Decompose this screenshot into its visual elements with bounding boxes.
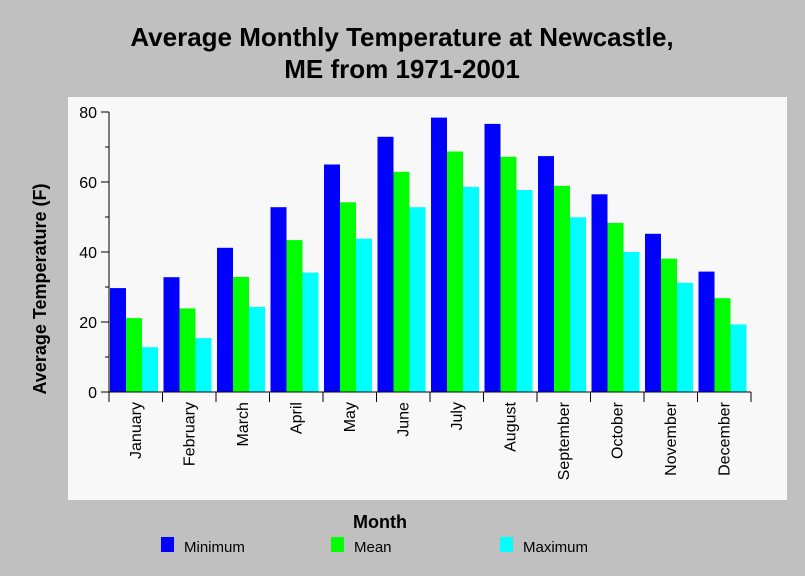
y-tick-label: 80 — [79, 105, 97, 122]
bar-mean-september — [554, 185, 570, 392]
x-tick-label-july: July — [449, 402, 466, 430]
x-axis-title: Month — [353, 512, 407, 532]
bar-minimum-september — [538, 156, 554, 392]
bar-minimum-may — [324, 164, 340, 392]
bar-mean-august — [500, 156, 517, 392]
bar-mean-october — [607, 222, 624, 392]
bar-minimum-august — [484, 123, 501, 393]
bar-maximum-february — [195, 338, 212, 392]
axes-group: 0 20 40 60 80 January February March April May Jun… — [79, 105, 752, 480]
x-tick-label-november: November — [663, 401, 680, 475]
bar-minimum-december — [698, 271, 715, 392]
legend-swatch-maximum — [500, 537, 513, 552]
bar-mean-december — [714, 298, 731, 392]
bar-minimum-june — [377, 136, 394, 392]
y-tick-label: 40 — [79, 245, 97, 262]
bar-maximum-january — [142, 347, 158, 392]
bar-maximum-august — [516, 190, 533, 392]
bar-maximum-november — [677, 282, 693, 392]
x-tick-label-may: May — [342, 402, 359, 432]
y-axis-title: Average Temperature (F) — [30, 183, 50, 394]
bar-mean-july — [447, 151, 463, 392]
x-tick-label-january: January — [128, 402, 145, 459]
bar-maximum-june — [409, 207, 426, 392]
bar-maximum-october — [623, 252, 640, 392]
bar-minimum-march — [217, 247, 233, 392]
legend-label-maximum: Maximum — [523, 539, 588, 556]
bar-minimum-february — [163, 277, 180, 392]
bars-group — [110, 117, 747, 393]
y-tick-label: 0 — [88, 385, 97, 402]
bar-maximum-march — [249, 306, 265, 392]
bar-maximum-july — [463, 186, 479, 392]
legend-label-mean: Mean — [354, 539, 392, 556]
bar-mean-may — [340, 202, 356, 392]
bar-mean-march — [233, 276, 249, 392]
bar-maximum-september — [570, 217, 586, 392]
chart-title-line-2: ME from 1971-2001 — [284, 54, 520, 84]
x-tick-label-august: August — [502, 401, 519, 451]
bar-maximum-april — [302, 272, 319, 392]
x-tick-label-december: December — [716, 401, 733, 475]
legend-swatch-minimum — [161, 537, 174, 552]
x-tick-label-september: September — [556, 401, 573, 480]
legend: Minimum Mean Maximum — [161, 537, 588, 556]
bar-mean-june — [393, 171, 410, 392]
bar-mean-november — [661, 258, 677, 392]
legend-swatch-mean — [331, 537, 344, 552]
bar-minimum-january — [110, 288, 126, 392]
bar-mean-april — [286, 240, 303, 392]
bar-maximum-may — [356, 238, 372, 392]
x-tick-label-february: February — [181, 402, 198, 466]
y-tick-label: 20 — [79, 315, 97, 332]
x-tick-label-march: March — [235, 402, 252, 446]
x-tick-label-october: October — [609, 401, 626, 459]
x-tick-label-june: June — [395, 402, 412, 437]
x-tick-label-april: April — [288, 402, 305, 434]
y-tick-label: 60 — [79, 175, 97, 192]
legend-label-minimum: Minimum — [184, 539, 245, 556]
bar-minimum-april — [270, 207, 287, 392]
bar-maximum-december — [730, 324, 747, 392]
bar-mean-february — [179, 308, 196, 392]
bar-minimum-july — [431, 117, 447, 392]
bar-minimum-october — [591, 194, 608, 393]
bar-minimum-november — [645, 233, 661, 392]
chart-title-line-1: Average Monthly Temperature at Newcastle… — [130, 22, 673, 52]
bar-mean-january — [126, 318, 142, 392]
